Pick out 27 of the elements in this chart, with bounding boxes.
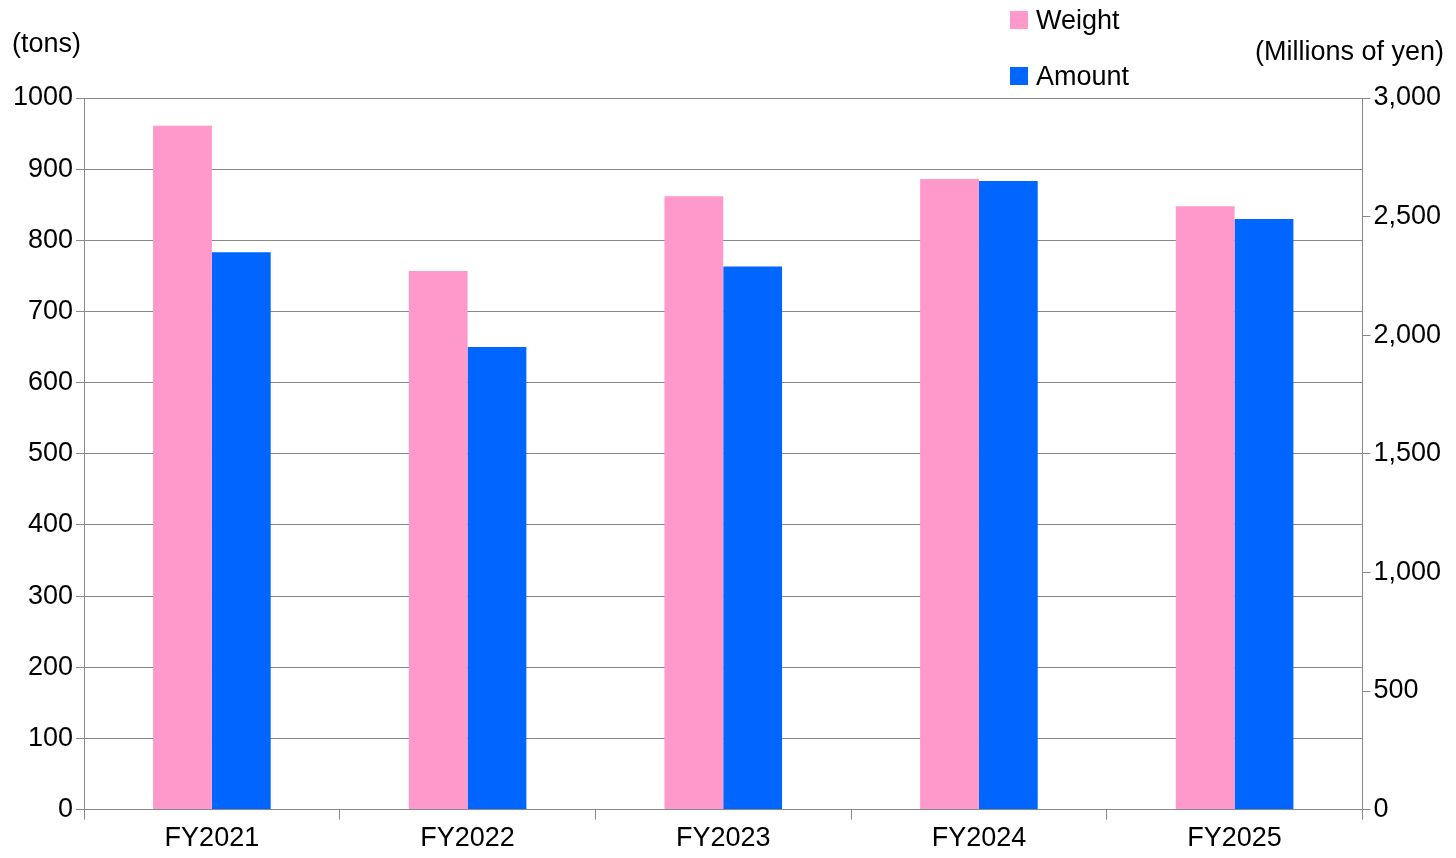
y-tick-label: 600 [28,366,74,397]
y-tick-label: 800 [28,223,74,254]
y2-tick-label: 1,000 [1373,555,1442,586]
x-tick-label: FY2024 [931,822,1027,853]
y-axis-title: (tons) [12,28,82,59]
y2-axis-title: (Millions of yen) [1254,36,1444,67]
y2-tick-label: 3,000 [1373,81,1442,112]
y-tick-label: 1000 [12,81,74,112]
y-tick-label: 400 [28,508,74,539]
y2-tick-label: 2,500 [1373,200,1442,231]
y-tick-label: 100 [28,721,74,752]
y2-tick-label: 0 [1373,793,1389,824]
y2-tick-label: 2,000 [1373,318,1442,349]
y-tick-label: 900 [28,152,74,183]
x-tick-label: FY2021 [164,822,260,853]
y2-tick-label: 500 [1373,674,1419,705]
y2-tick-label: 1,500 [1373,437,1442,468]
y-tick-label: 500 [28,437,74,468]
legend-label: Amount [1036,60,1130,92]
y-tick-label: 200 [28,650,74,681]
x-tick-label: FY2022 [420,822,515,853]
y-tick-label: 700 [28,294,74,325]
y-tick-label: 300 [28,579,74,610]
x-tick-label: FY2025 [1187,822,1282,853]
x-tick-label: FY2023 [675,822,771,853]
y-tick-label: 0 [58,793,74,824]
legend-label: Weight [1036,4,1120,36]
